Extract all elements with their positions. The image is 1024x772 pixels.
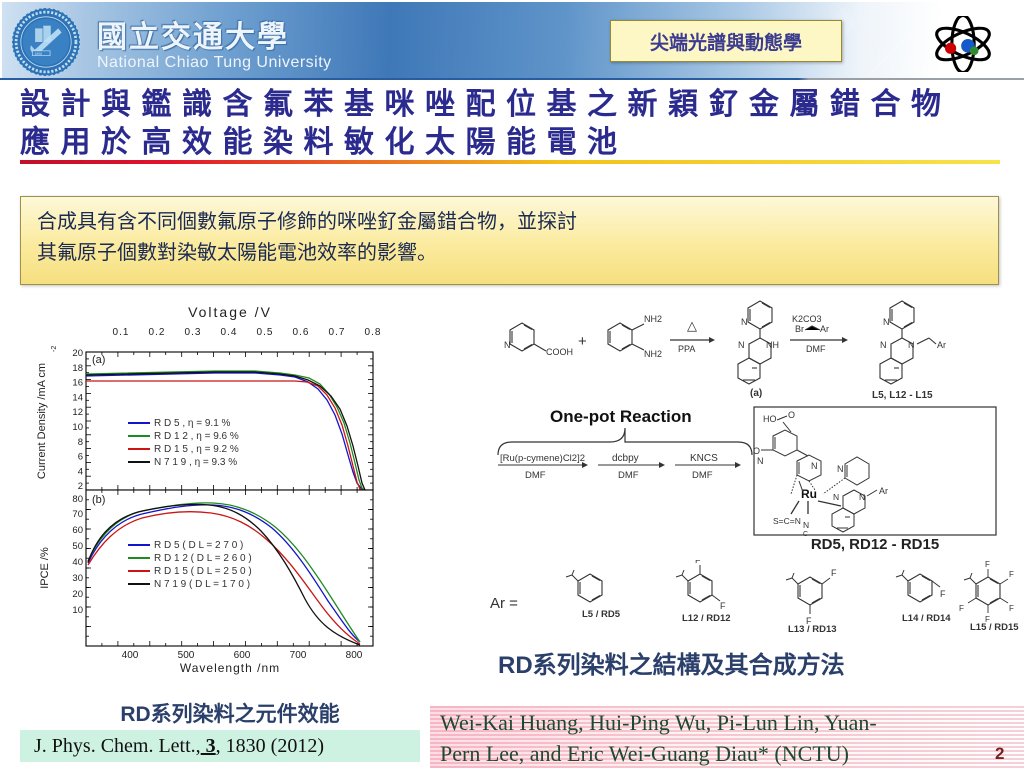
svg-text:400: 400 bbox=[122, 650, 139, 661]
svg-text:N 7 1 9 , η = 9.3 %: N 7 1 9 , η = 9.3 % bbox=[154, 457, 237, 468]
svg-text:800: 800 bbox=[346, 650, 363, 661]
svg-text:12: 12 bbox=[72, 407, 83, 418]
svg-text:R D 1 2 , η = 9.6 %: R D 1 2 , η = 9.6 % bbox=[154, 431, 239, 442]
svg-text:DMF: DMF bbox=[692, 470, 713, 481]
svg-text:S=C=N: S=C=N bbox=[773, 516, 801, 526]
svg-text:0.1: 0.1 bbox=[113, 327, 130, 338]
svg-text:6: 6 bbox=[78, 452, 83, 463]
svg-text:4: 4 bbox=[78, 466, 83, 477]
svg-text:0.7: 0.7 bbox=[329, 327, 346, 338]
svg-text:COOH: COOH bbox=[546, 347, 573, 357]
svg-text:Wavelength /nm: Wavelength /nm bbox=[180, 661, 280, 675]
svg-text:N: N bbox=[504, 340, 511, 350]
svg-text:Ar: Ar bbox=[820, 324, 829, 334]
svg-text:0.3: 0.3 bbox=[185, 327, 202, 338]
svg-text:50: 50 bbox=[72, 541, 83, 552]
svg-text:16: 16 bbox=[72, 378, 83, 389]
svg-text:Voltage /V: Voltage /V bbox=[188, 305, 272, 320]
svg-text:DMF: DMF bbox=[525, 470, 546, 481]
svg-text:F: F bbox=[985, 560, 990, 569]
svg-text:N: N bbox=[741, 317, 748, 327]
svg-text:60: 60 bbox=[72, 525, 83, 536]
svg-text:8: 8 bbox=[78, 437, 83, 448]
svg-text:20: 20 bbox=[72, 348, 83, 359]
svg-text:O: O bbox=[788, 410, 795, 420]
svg-text:N: N bbox=[803, 520, 809, 530]
svg-text:(a): (a) bbox=[750, 388, 762, 399]
svg-text:N: N bbox=[811, 461, 818, 471]
svg-text:Ar =: Ar = bbox=[490, 595, 518, 612]
svg-text:N: N bbox=[859, 492, 865, 502]
svg-text:IPCE /%: IPCE /% bbox=[39, 547, 51, 589]
svg-text:N: N bbox=[738, 340, 745, 350]
svg-text:Current Density /mA cm: Current Density /mA cm bbox=[36, 363, 48, 479]
svg-text:R D 5 ( D L = 2 7 0 ): R D 5 ( D L = 2 7 0 ) bbox=[154, 540, 243, 551]
svg-text:+: + bbox=[578, 333, 587, 350]
svg-text:L5 / RD5: L5 / RD5 bbox=[582, 609, 621, 620]
svg-text:500: 500 bbox=[178, 650, 195, 661]
svg-text:0.8: 0.8 bbox=[365, 327, 382, 338]
svg-text:-2: -2 bbox=[51, 346, 58, 352]
svg-text:0.4: 0.4 bbox=[221, 327, 238, 338]
svg-text:1896: 1896 bbox=[34, 52, 42, 56]
svg-text:F: F bbox=[959, 604, 964, 613]
svg-text:(a): (a) bbox=[92, 354, 105, 366]
svg-text:10: 10 bbox=[72, 605, 83, 616]
svg-text:18: 18 bbox=[72, 363, 83, 374]
svg-text:N: N bbox=[757, 456, 764, 466]
svg-text:R D 1 2 ( D L = 2 6 0 ): R D 1 2 ( D L = 2 6 0 ) bbox=[154, 553, 252, 564]
svg-text:F: F bbox=[940, 589, 946, 599]
svg-text:L5, L12 - L15: L5, L12 - L15 bbox=[872, 390, 933, 401]
svg-text:N: N bbox=[833, 492, 839, 502]
svg-text:14: 14 bbox=[72, 392, 83, 403]
svg-text:(b): (b) bbox=[92, 494, 105, 506]
svg-text:R D 5 , η = 9.1 %: R D 5 , η = 9.1 % bbox=[154, 418, 231, 429]
svg-text:NH2: NH2 bbox=[644, 349, 662, 359]
svg-text:△: △ bbox=[687, 318, 697, 333]
svg-text:F: F bbox=[695, 560, 701, 565]
svg-text:10: 10 bbox=[72, 422, 83, 433]
svg-text:One-pot Reaction: One-pot Reaction bbox=[550, 407, 692, 426]
svg-text:N: N bbox=[883, 317, 890, 327]
svg-text:30: 30 bbox=[72, 573, 83, 584]
svg-text:Ar: Ar bbox=[937, 340, 946, 350]
svg-text:80: 80 bbox=[72, 494, 83, 505]
svg-text:Br: Br bbox=[795, 324, 804, 334]
svg-text:KNCS: KNCS bbox=[690, 453, 718, 464]
svg-text:Ar: Ar bbox=[879, 486, 888, 496]
svg-text:N: N bbox=[880, 340, 887, 350]
svg-text:0.5: 0.5 bbox=[257, 327, 274, 338]
svg-text:K2CO3: K2CO3 bbox=[792, 314, 822, 324]
svg-text:R D 1 5 ( D L = 2 5 0 ): R D 1 5 ( D L = 2 5 0 ) bbox=[154, 566, 252, 577]
svg-text:O: O bbox=[753, 446, 760, 456]
svg-text:20: 20 bbox=[72, 589, 83, 600]
svg-text:N: N bbox=[837, 464, 844, 474]
svg-text:600: 600 bbox=[234, 650, 251, 661]
svg-text:N 7 1 9 ( D L = 1 7 0 ): N 7 1 9 ( D L = 1 7 0 ) bbox=[154, 579, 250, 590]
svg-text:R D 1 5 , η = 9.2 %: R D 1 5 , η = 9.2 % bbox=[154, 444, 239, 455]
svg-text:DMF: DMF bbox=[806, 344, 826, 354]
svg-text:NH: NH bbox=[766, 340, 779, 350]
svg-text:70: 70 bbox=[72, 509, 83, 520]
svg-text:2: 2 bbox=[78, 481, 83, 492]
svg-text:PPA: PPA bbox=[678, 344, 695, 354]
svg-text:L14 / RD14: L14 / RD14 bbox=[902, 613, 951, 624]
svg-text:F: F bbox=[720, 601, 726, 611]
svg-text:NH2: NH2 bbox=[644, 314, 662, 324]
svg-text:L13 / RD13: L13 / RD13 bbox=[788, 624, 837, 635]
svg-text:DMF: DMF bbox=[618, 470, 639, 481]
svg-text:0.6: 0.6 bbox=[293, 327, 310, 338]
svg-text:F: F bbox=[1009, 570, 1014, 579]
svg-text:HO: HO bbox=[763, 414, 777, 424]
svg-text:700: 700 bbox=[290, 650, 307, 661]
svg-text:F: F bbox=[831, 568, 837, 578]
svg-text:dcbpy: dcbpy bbox=[612, 453, 639, 464]
svg-text:L12 / RD12: L12 / RD12 bbox=[682, 613, 731, 624]
svg-text:[Ru(p-cymene)Cl2]2: [Ru(p-cymene)Cl2]2 bbox=[500, 453, 585, 464]
svg-text:N: N bbox=[908, 340, 915, 350]
svg-text:L15 / RD15: L15 / RD15 bbox=[970, 622, 1019, 633]
svg-text:0.2: 0.2 bbox=[149, 327, 166, 338]
svg-text:F: F bbox=[1009, 604, 1014, 613]
svg-text:40: 40 bbox=[72, 557, 83, 568]
